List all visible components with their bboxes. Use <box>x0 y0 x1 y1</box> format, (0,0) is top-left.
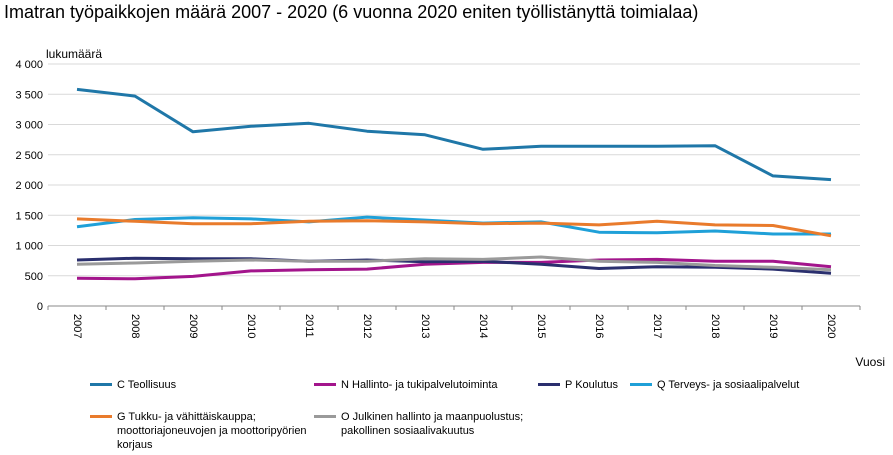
legend-label-line: O Julkinen hallinto ja maanpuolustus; <box>341 411 524 423</box>
y-tick-label: 3 000 <box>15 120 43 132</box>
y-tick-label: 2 000 <box>15 180 43 192</box>
x-tick-labels: 2007 2008 2009 2010 2011 2012 2013 2014 2015 2016… <box>71 314 837 338</box>
series-line-3 <box>76 256 832 275</box>
legend-label-line: moottoriajoneuvojen ja moottoripyörien <box>117 425 307 437</box>
x-axis-label: Vuosi <box>855 355 885 369</box>
legend-label-line: N Hallinto- ja tukipalvelutoiminta <box>341 379 498 391</box>
series-line-2 <box>76 257 832 281</box>
legend-label: Q Terveys- ja sosiaalipalvelut <box>657 378 799 392</box>
grid-lines <box>47 63 861 310</box>
x-tick-label: 2017 <box>651 314 663 338</box>
y-tick-label: 3 500 <box>15 89 43 101</box>
legend-label-line: pakollinen sosiaalivakuutus <box>341 425 475 437</box>
x-tick-label: 2012 <box>361 314 373 338</box>
x-tick-label: 2019 <box>767 314 779 338</box>
series-line-5 <box>76 217 832 238</box>
y-tick-label: 500 <box>25 271 43 283</box>
legend-label: O Julkinen hallinto ja maanpuolustus; pak… <box>341 410 523 438</box>
legend-label-line: Q Terveys- ja sosiaalipalvelut <box>657 379 800 391</box>
x-tick-label: 2011 <box>303 314 315 338</box>
legend-label: G Tukku- ja vähittäiskauppa; moottoriajon… <box>117 410 307 452</box>
y-tick-label: 4 000 <box>15 59 43 71</box>
legend-label-line: G Tukku- ja vähittäiskauppa; <box>117 411 256 423</box>
x-tick-label: 2013 <box>419 314 431 338</box>
x-tick-label: 2018 <box>709 314 721 338</box>
y-tick-label: 0 <box>37 301 43 313</box>
x-tick-label: 2007 <box>71 314 83 338</box>
x-tick-label: 2014 <box>477 314 489 338</box>
series-line-1 <box>76 87 832 182</box>
legend-swatch <box>314 383 336 386</box>
series-line-6 <box>76 255 832 272</box>
legend-swatch <box>314 415 336 418</box>
legend-swatch <box>538 383 560 386</box>
x-tick-label: 2015 <box>535 314 547 338</box>
legend-label-line: C Teollisuus <box>117 379 177 391</box>
legend-label-line: korjaus <box>117 439 153 451</box>
legend-label: C Teollisuus <box>117 378 176 392</box>
legend-swatch <box>90 383 112 386</box>
x-tick-label: 2020 <box>825 314 837 338</box>
y-tick-labels: 4 000 3 500 3 000 2 500 2 000 1 500 1 000 500 0 <box>15 59 43 313</box>
legend-label: N Hallinto- ja tukipalvelutoiminta <box>341 378 498 392</box>
legend-label: P Koulutus <box>565 378 618 392</box>
series-lines <box>76 87 832 281</box>
legend-swatch <box>90 415 112 418</box>
legend-label-line: P Koulutus <box>565 379 619 391</box>
x-tick-label: 2009 <box>187 314 199 338</box>
y-tick-label: 1 000 <box>15 241 43 253</box>
x-tick-label: 2016 <box>593 314 605 338</box>
legend-swatch <box>630 383 652 386</box>
y-axis-label: lukumäärä <box>46 47 102 61</box>
x-tick-label: 2010 <box>245 314 257 338</box>
y-tick-label: 2 500 <box>15 150 43 162</box>
chart-title: Imatran työpaikkojen määrä 2007 - 2020 (… <box>4 2 699 22</box>
y-tick-label: 1 500 <box>15 210 43 222</box>
x-tick-label: 2008 <box>129 314 141 338</box>
